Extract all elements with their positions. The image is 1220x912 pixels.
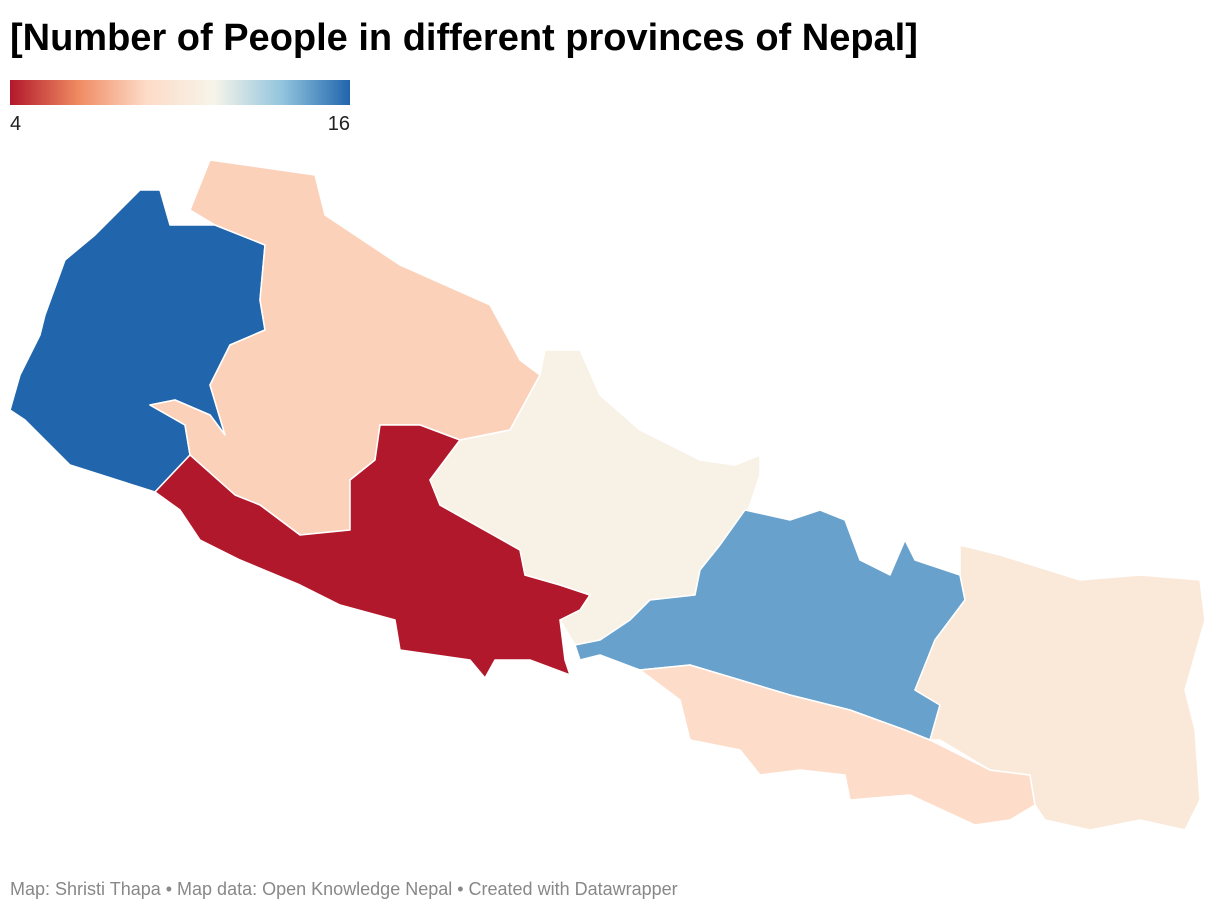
regions: [9, 159, 1206, 831]
province: [914, 544, 1206, 831]
source: Map: Shristi Thapa • Map data: Open Know…: [10, 879, 678, 899]
legend-gradient: [10, 80, 350, 105]
legend-label: 16: [328, 113, 350, 135]
province: [639, 664, 1036, 826]
legend-label: 4: [10, 113, 21, 135]
map-title: [Number of People in different provinces…: [10, 17, 918, 59]
